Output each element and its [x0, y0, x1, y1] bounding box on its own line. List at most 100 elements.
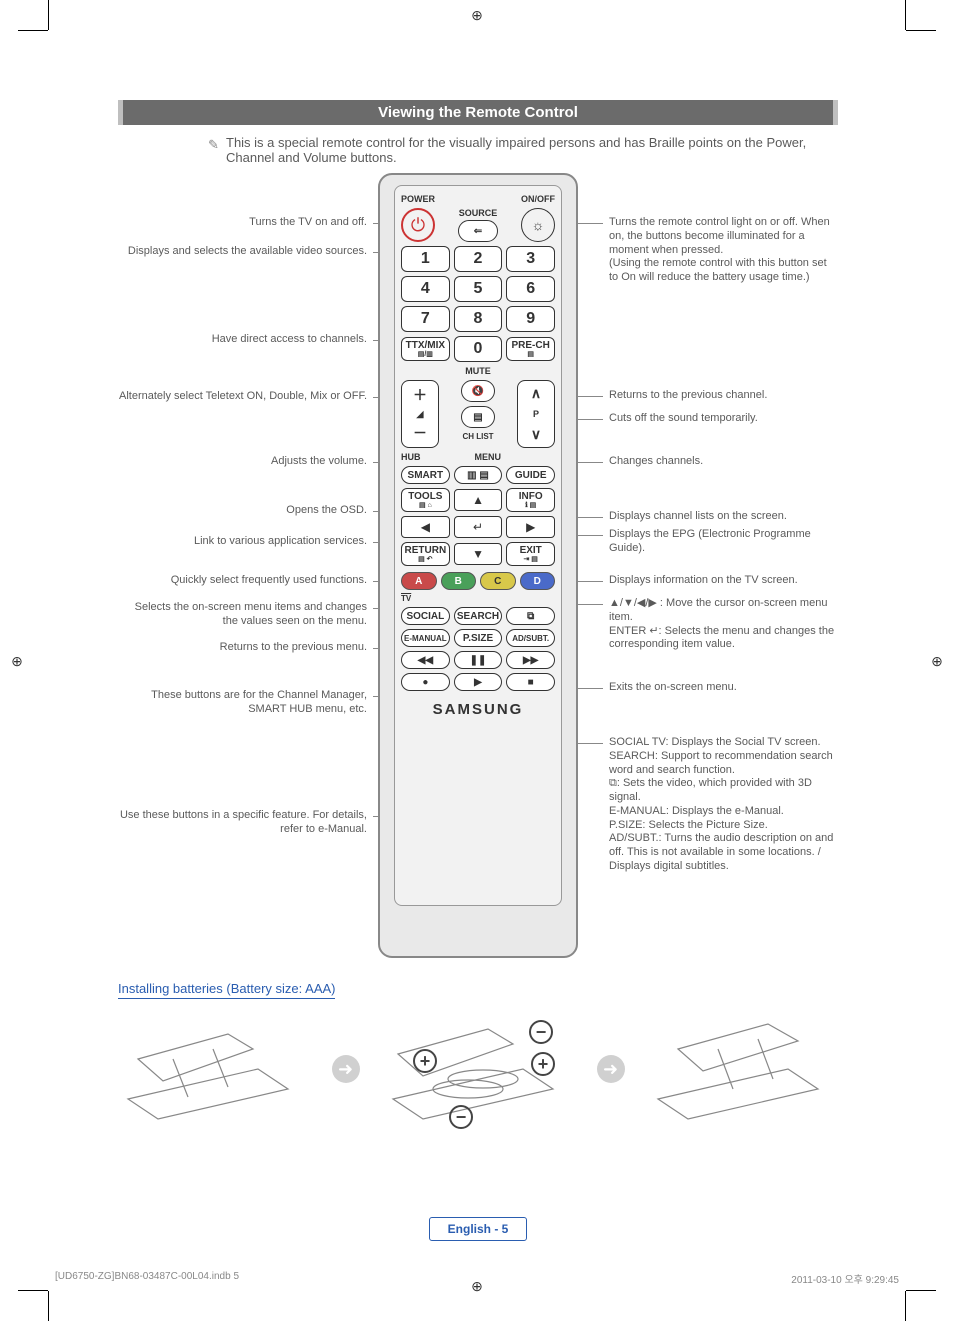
crop-mark: [906, 1290, 936, 1291]
dpad-up[interactable]: ▲: [454, 489, 503, 511]
emanual-button[interactable]: E-MANUAL: [401, 629, 450, 647]
menu-button[interactable]: ▥ ▤: [454, 466, 503, 484]
section-title: Viewing the Remote Control: [118, 100, 838, 125]
rewind-button[interactable]: ◀◀: [401, 651, 450, 669]
crop-mark: [905, 1291, 906, 1321]
volume-rocker[interactable]: ＋ ◢ －: [401, 380, 439, 448]
num-3[interactable]: 3: [506, 246, 555, 272]
crop-mark: [905, 0, 906, 30]
battery-figures: ➜ + + − − ➜: [118, 1009, 838, 1129]
ttx-button[interactable]: TTX/MIX▤/▥: [401, 337, 450, 361]
color-c-button[interactable]: C: [480, 572, 516, 590]
dpad-right[interactable]: ▶: [506, 516, 555, 538]
crop-mark: [48, 0, 49, 30]
print-footer: [UD6750-ZG]BN68-03487C-00L04.indb 5 2011…: [55, 1271, 899, 1286]
num-7[interactable]: 7: [401, 306, 450, 332]
hub-label: HUB: [401, 452, 421, 462]
psize-button[interactable]: P.SIZE: [454, 629, 503, 647]
ffwd-button[interactable]: ▶▶: [506, 651, 555, 669]
dpad-left[interactable]: ◀: [401, 516, 450, 538]
source-label: SOURCE: [439, 208, 517, 218]
color-d-button[interactable]: D: [520, 572, 556, 590]
onoff-label: ON/OFF: [521, 194, 555, 204]
dpad-enter[interactable]: ↵: [454, 516, 503, 538]
smart-button[interactable]: SMART: [401, 466, 450, 484]
num-4[interactable]: 4: [401, 276, 450, 302]
source-button[interactable]: ⇐: [458, 220, 498, 242]
tv-label: TV: [401, 594, 555, 603]
remote-diagram: Turns the TV on and off.Displays and sel…: [118, 173, 838, 963]
num-8[interactable]: 8: [454, 306, 503, 332]
callout-text: Alternately select Teletext ON, Double, …: [118, 390, 373, 404]
battery-step-1: [118, 1009, 308, 1129]
remote-body: POWER ON/OFF ⏻ SOURCE ⇐ ☼ 123 456 789 TT…: [378, 173, 578, 958]
power-button[interactable]: ⏻: [401, 208, 435, 242]
exit-button[interactable]: EXIT⇥ ▤: [506, 542, 555, 566]
tools-button[interactable]: TOOLS▤ ⌂: [401, 488, 450, 512]
threed-button[interactable]: ⧉: [506, 607, 555, 625]
callout-text: Turns the remote control light on or off…: [603, 216, 838, 285]
adsubt-button[interactable]: AD/SUBT.: [506, 629, 555, 647]
registration-mark: ⊕: [470, 8, 484, 22]
social-button[interactable]: SOCIAL: [401, 607, 450, 625]
channel-rocker[interactable]: ∧ P ∨: [517, 380, 555, 448]
return-button[interactable]: RETURN▤ ↶: [401, 542, 450, 566]
callout-text: Returns to the previous menu.: [118, 641, 373, 655]
callout-text: Changes channels.: [603, 455, 838, 469]
svg-text:+: +: [538, 1054, 549, 1074]
color-b-button[interactable]: B: [441, 572, 477, 590]
num-0[interactable]: 0: [454, 336, 503, 362]
play-button[interactable]: ▶: [454, 673, 503, 691]
color-a-button[interactable]: A: [401, 572, 437, 590]
callout-text: Selects the on-screen menu items and cha…: [118, 601, 373, 629]
guide-button[interactable]: GUIDE: [506, 466, 555, 484]
mute-button[interactable]: 🔇: [461, 380, 495, 402]
num-9[interactable]: 9: [506, 306, 555, 332]
note-icon: ✎: [208, 137, 219, 153]
light-button[interactable]: ☼: [521, 208, 555, 242]
num-5[interactable]: 5: [454, 276, 503, 302]
registration-mark: ⊕: [930, 654, 944, 668]
stop-button[interactable]: ■: [506, 673, 555, 691]
callout-text: SOCIAL TV: Displays the Social TV screen…: [603, 736, 838, 874]
intro-text: This is a special remote control for the…: [226, 135, 806, 165]
callout-text: Displays the EPG (Electronic Programme G…: [603, 528, 838, 556]
battery-subhead: Installing batteries (Battery size: AAA): [118, 981, 335, 999]
callout-text: Adjusts the volume.: [118, 455, 373, 469]
callout-text: Quickly select frequently used functions…: [118, 574, 373, 588]
crop-mark: [48, 1291, 49, 1321]
callout-text: Displays and selects the available video…: [118, 245, 373, 259]
chlist-icon-button[interactable]: ▤: [461, 406, 495, 428]
callout-text: Displays information on the TV screen.: [603, 574, 838, 588]
brand-logo: SAMSUNG: [401, 701, 555, 718]
callout-text: Use these buttons in a specific feature.…: [118, 809, 373, 837]
num-2[interactable]: 2: [454, 246, 503, 272]
step-arrow-icon: ➜: [332, 1055, 360, 1083]
mute-label: MUTE: [401, 366, 555, 376]
menu-label: MENU: [475, 452, 502, 462]
crop-mark: [906, 30, 936, 31]
callout-text: Have direct access to channels.: [118, 333, 373, 347]
callout-text: Displays channel lists on the screen.: [603, 510, 838, 524]
record-button[interactable]: ●: [401, 673, 450, 691]
num-6[interactable]: 6: [506, 276, 555, 302]
pause-button[interactable]: ❚❚: [454, 651, 503, 669]
callout-text: Opens the OSD.: [118, 504, 373, 518]
num-1[interactable]: 1: [401, 246, 450, 272]
registration-mark: ⊕: [10, 654, 24, 668]
search-button[interactable]: SEARCH: [454, 607, 503, 625]
chlist-label: CH LIST: [462, 432, 493, 441]
intro-note: ✎ This is a special remote control for t…: [226, 135, 838, 165]
dpad-down[interactable]: ▼: [454, 543, 503, 565]
crop-mark: [18, 30, 48, 31]
battery-step-3: [648, 1009, 838, 1129]
callout-text: ▲/▼/◀/▶ : Move the cursor on-screen menu…: [603, 597, 838, 652]
page-number: English - 5: [429, 1217, 528, 1241]
info-button[interactable]: INFOℹ ▤: [506, 488, 555, 512]
callout-text: Returns to the previous channel.: [603, 389, 838, 403]
prech-button[interactable]: PRE-CH▤: [506, 337, 555, 361]
svg-text:+: +: [420, 1051, 431, 1071]
svg-text:−: −: [456, 1107, 467, 1127]
step-arrow-icon: ➜: [597, 1055, 625, 1083]
callout-text: These buttons are for the Channel Manage…: [118, 689, 373, 717]
